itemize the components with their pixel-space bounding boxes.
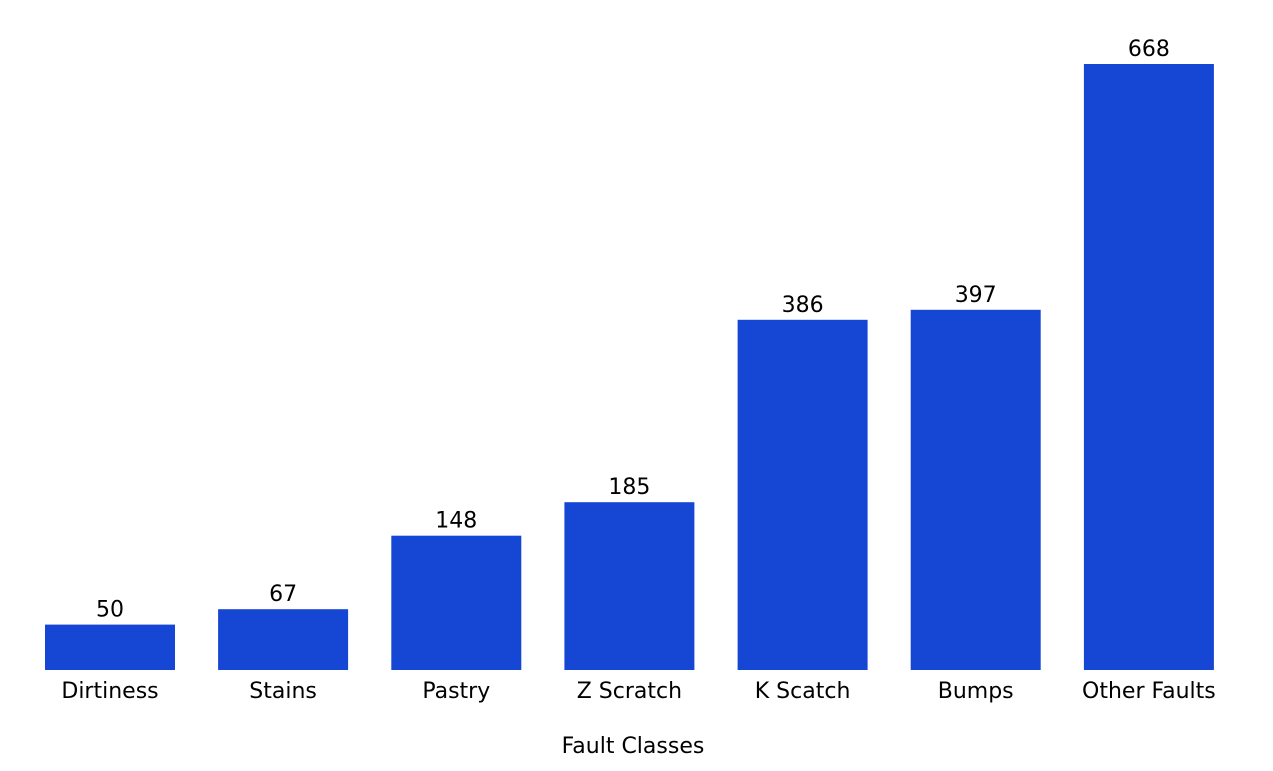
data-label-bumps: 397 [955,283,997,308]
x-tick-label-k-scatch: K Scatch [755,679,851,704]
data-label-pastry: 148 [435,509,477,534]
bar-stains [218,609,349,670]
x-tick-labels-group: Dirtiness Stains Pastry Z Scratch K Scatch Bu… [61,679,1215,704]
data-label-stains: 67 [269,582,297,607]
x-tick-label-bumps: Bumps [938,679,1014,704]
x-axis-title: Fault Classes [562,734,705,759]
data-label-dirtiness: 50 [96,598,124,623]
value-labels-group: 50 67 148 185 386 397 668 [96,37,1170,623]
bar-bumps [910,309,1041,670]
bar-other-faults [1083,64,1214,670]
bar-z-scratch [564,502,695,670]
x-tick-label-stains: Stains [249,679,317,704]
bar-pastry [391,535,522,670]
x-tick-label-other-faults: Other Faults [1082,679,1216,704]
data-label-k-scatch: 386 [782,293,824,318]
x-tick-label-dirtiness: Dirtiness [61,679,158,704]
x-tick-label-pastry: Pastry [422,679,490,704]
data-label-other-faults: 668 [1128,37,1170,62]
bar-k-scatch [737,319,868,670]
x-tick-label-z-scratch: Z Scratch [577,679,682,704]
data-label-z-scratch: 185 [608,475,650,500]
bars-group [45,64,1214,670]
bar-dirtiness [45,624,175,670]
